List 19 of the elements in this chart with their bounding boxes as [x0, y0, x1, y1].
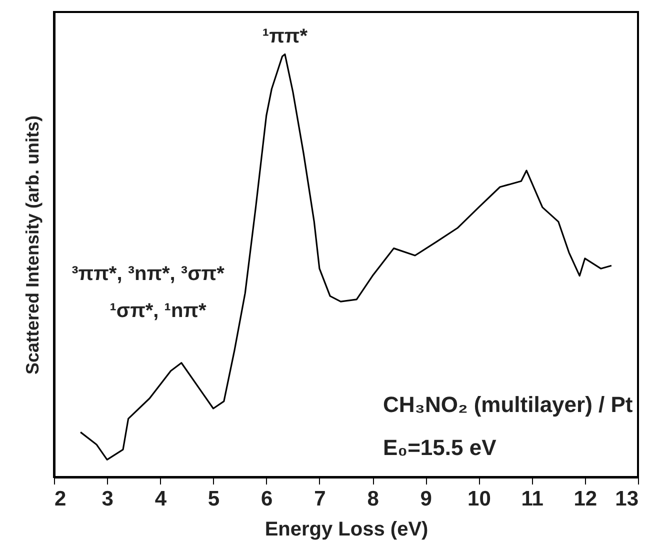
- annotation: ³ππ*, ³nπ*, ³σπ*: [72, 263, 225, 285]
- annotation: ¹σπ*, ¹nπ*: [110, 300, 206, 322]
- x-axis-title: Energy Loss (eV): [264, 518, 428, 540]
- annotation: ¹ππ*: [262, 25, 308, 48]
- x-tick-label: 6: [261, 488, 273, 510]
- x-tick-label: 3: [102, 488, 114, 510]
- x-tick-label: 10: [468, 488, 491, 510]
- y-axis-title: Scattered Intensity (arb. units): [22, 115, 42, 375]
- x-tick-label: 11: [521, 488, 544, 510]
- x-tick-label: 12: [574, 488, 598, 510]
- x-tick-label: 8: [367, 488, 380, 510]
- annotation: CH₃NO₂ (multilayer) / Pt: [383, 392, 634, 417]
- x-tick-label: 2: [54, 488, 66, 510]
- x-tick-label: 13: [615, 488, 638, 510]
- x-tick-label: 7: [314, 488, 326, 510]
- annotation: E₀=15.5 eV: [383, 435, 497, 460]
- x-tick-label: 5: [208, 488, 220, 510]
- x-tick-label: 9: [420, 488, 432, 510]
- x-tick-label: 4: [154, 488, 167, 510]
